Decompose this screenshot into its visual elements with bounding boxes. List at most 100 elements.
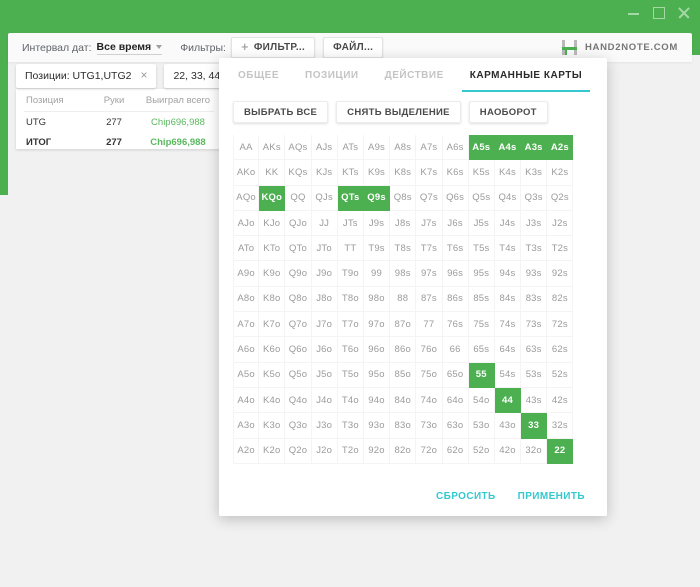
card-cell-62s[interactable]: 62s (547, 337, 574, 363)
card-cell-J6o[interactable]: J6o (311, 337, 338, 363)
card-cell-AJo[interactable]: AJo (233, 210, 260, 237)
card-cell-J8o[interactable]: J8o (311, 286, 338, 313)
card-cell-T7o[interactable]: T7o (337, 312, 364, 338)
minimize-icon[interactable] (627, 6, 640, 19)
card-cell-52o[interactable]: 52o (468, 438, 495, 464)
tab-hole-cards[interactable]: КАРМАННЫЕ КАРТЫ (457, 58, 595, 92)
card-cell-T9o[interactable]: T9o (337, 261, 364, 287)
card-cell-T6s[interactable]: T6s (442, 236, 469, 262)
card-cell-64s[interactable]: 64s (494, 337, 522, 363)
card-cell-42o[interactable]: 42o (494, 438, 522, 464)
card-cell-A3s[interactable]: A3s (521, 135, 548, 161)
card-cell-T4s[interactable]: T4s (494, 236, 522, 262)
table-row[interactable]: UTG 277 Chip696,988 (16, 112, 222, 132)
card-cell-Q3o[interactable]: Q3o (285, 413, 312, 439)
card-cell-54s[interactable]: 54s (494, 362, 522, 388)
card-cell-K4o[interactable]: K4o (259, 387, 286, 414)
card-cell-AKs[interactable]: AKs (259, 135, 286, 161)
card-cell-73o[interactable]: 73o (416, 413, 443, 439)
card-cell-T7s[interactable]: T7s (416, 236, 443, 262)
card-cell-99[interactable]: 99 (363, 261, 391, 287)
card-cell-K6s[interactable]: K6s (442, 160, 469, 186)
card-cell-J5o[interactable]: J5o (311, 362, 338, 388)
card-cell-43o[interactable]: 43o (494, 413, 522, 439)
reset-button[interactable]: СБРОСИТЬ (436, 491, 496, 502)
card-cell-32s[interactable]: 32s (547, 413, 574, 439)
card-cell-74o[interactable]: 74o (416, 387, 443, 414)
card-cell-Q4s[interactable]: Q4s (494, 185, 522, 211)
card-cell-86o[interactable]: 86o (390, 337, 417, 363)
card-cell-43s[interactable]: 43s (521, 387, 548, 414)
card-cell-T4o[interactable]: T4o (337, 387, 364, 414)
card-cell-ATo[interactable]: ATo (233, 236, 260, 262)
table-row[interactable]: ИТОГ 277 Chip696,988 (16, 132, 222, 152)
select-all-button[interactable]: ВЫБРАТЬ ВСЕ (233, 101, 329, 123)
card-cell-T3s[interactable]: T3s (521, 236, 548, 262)
card-cell-83s[interactable]: 83s (521, 286, 548, 313)
card-cell-A2s[interactable]: A2s (547, 135, 574, 161)
card-cell-J8s[interactable]: J8s (390, 210, 417, 237)
card-cell-53o[interactable]: 53o (468, 413, 495, 439)
card-cell-88[interactable]: 88 (390, 286, 417, 313)
card-cell-42s[interactable]: 42s (547, 387, 574, 414)
card-cell-QJs[interactable]: QJs (311, 185, 338, 211)
card-cell-K3o[interactable]: K3o (259, 413, 286, 439)
card-cell-KK[interactable]: KK (259, 160, 286, 186)
card-cell-63s[interactable]: 63s (521, 337, 548, 363)
card-cell-55[interactable]: 55 (468, 362, 495, 388)
card-cell-66[interactable]: 66 (442, 337, 469, 363)
card-cell-K2o[interactable]: K2o (259, 438, 286, 464)
card-cell-75s[interactable]: 75s (468, 312, 495, 338)
card-cell-K3s[interactable]: K3s (521, 160, 548, 186)
add-filter-button[interactable]: + ФИЛЬТР... (230, 37, 316, 58)
card-cell-33[interactable]: 33 (521, 413, 548, 439)
card-cell-94s[interactable]: 94s (494, 261, 522, 287)
card-cell-65o[interactable]: 65o (442, 362, 469, 388)
card-cell-87s[interactable]: 87s (416, 286, 443, 313)
card-cell-T6o[interactable]: T6o (337, 337, 364, 363)
card-cell-KJs[interactable]: KJs (311, 160, 338, 186)
card-cell-82s[interactable]: 82s (547, 286, 574, 313)
card-cell-A9s[interactable]: A9s (363, 135, 391, 161)
filter-chip-positions[interactable]: Позиции: UTG1,UTG2 × (16, 64, 157, 88)
card-cell-94o[interactable]: 94o (363, 387, 391, 414)
card-cell-62o[interactable]: 62o (442, 438, 469, 464)
card-cell-T5s[interactable]: T5s (468, 236, 495, 262)
card-cell-AQo[interactable]: AQo (233, 185, 260, 211)
card-cell-93o[interactable]: 93o (363, 413, 391, 439)
card-cell-83o[interactable]: 83o (390, 413, 417, 439)
card-cell-A5s[interactable]: A5s (468, 135, 495, 161)
card-cell-Q7o[interactable]: Q7o (285, 312, 312, 338)
card-cell-Q6o[interactable]: Q6o (285, 337, 312, 363)
card-cell-J4o[interactable]: J4o (311, 387, 338, 414)
card-cell-T8o[interactable]: T8o (337, 286, 364, 313)
card-cell-Q9s[interactable]: Q9s (363, 185, 391, 211)
card-cell-72o[interactable]: 72o (416, 438, 443, 464)
card-cell-K8o[interactable]: K8o (259, 286, 286, 313)
card-cell-JJ[interactable]: JJ (311, 210, 338, 237)
card-cell-TT[interactable]: TT (337, 236, 364, 262)
date-interval-select[interactable]: Все время (96, 41, 163, 55)
card-cell-75o[interactable]: 75o (416, 362, 443, 388)
card-cell-Q3s[interactable]: Q3s (521, 185, 548, 211)
card-cell-K5s[interactable]: K5s (468, 160, 495, 186)
card-cell-A8s[interactable]: A8s (390, 135, 417, 161)
card-cell-96o[interactable]: 96o (363, 337, 391, 363)
card-cell-85o[interactable]: 85o (390, 362, 417, 388)
card-cell-Q5s[interactable]: Q5s (468, 185, 495, 211)
card-cell-85s[interactable]: 85s (468, 286, 495, 313)
card-cell-J7o[interactable]: J7o (311, 312, 338, 338)
card-cell-73s[interactable]: 73s (521, 312, 548, 338)
card-cell-K6o[interactable]: K6o (259, 337, 286, 363)
card-cell-76s[interactable]: 76s (442, 312, 469, 338)
card-cell-K2s[interactable]: K2s (547, 160, 574, 186)
card-cell-K4s[interactable]: K4s (494, 160, 522, 186)
card-cell-K8s[interactable]: K8s (390, 160, 417, 186)
card-cell-KQs[interactable]: KQs (285, 160, 312, 186)
card-cell-QTo[interactable]: QTo (285, 236, 312, 262)
card-cell-32o[interactable]: 32o (521, 438, 548, 464)
card-cell-44[interactable]: 44 (494, 387, 522, 414)
card-cell-ATs[interactable]: ATs (337, 135, 364, 161)
card-cell-K9o[interactable]: K9o (259, 261, 286, 287)
card-cell-65s[interactable]: 65s (468, 337, 495, 363)
